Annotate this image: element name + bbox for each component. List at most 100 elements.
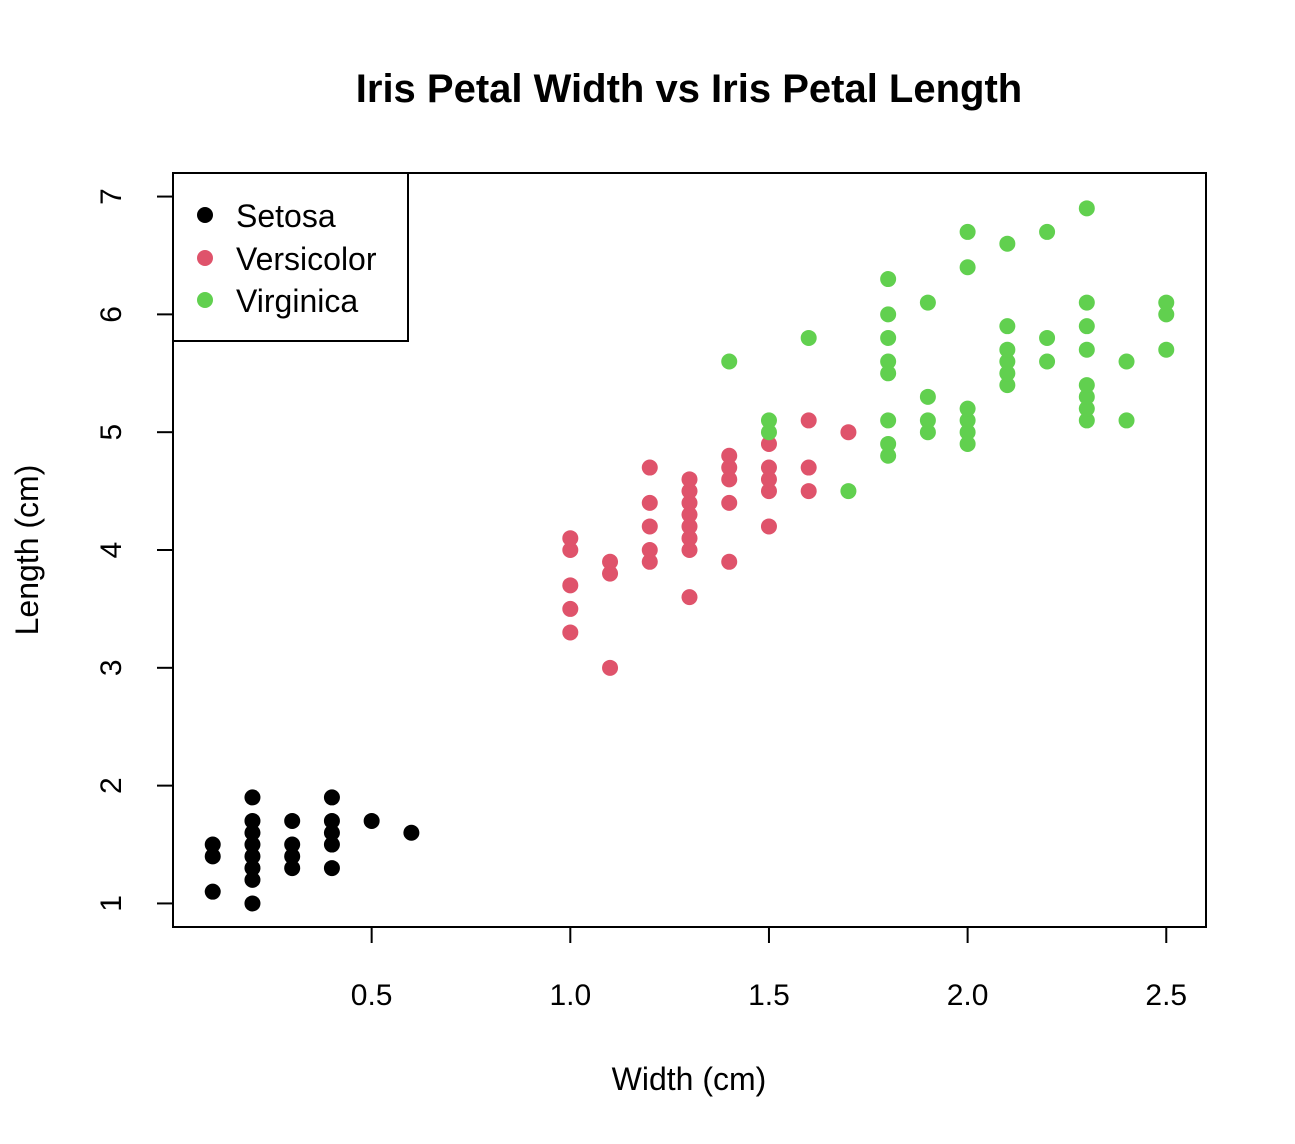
data-point [721,471,738,488]
data-point [1078,377,1095,394]
data-point [244,789,261,806]
data-point [760,483,777,500]
data-point [999,377,1016,394]
x-axis-label: Width (cm) [612,1061,767,1097]
legend-marker-virginica [197,292,213,308]
data-point [1078,200,1095,217]
data-point [840,483,857,500]
data-point [919,294,936,311]
data-point [1078,388,1095,405]
data-point [1078,318,1095,335]
y-tick-label: 2 [95,777,128,794]
data-point [562,624,579,641]
data-point [244,871,261,888]
y-tick-label: 1 [95,895,128,912]
data-point [562,577,579,594]
data-point [721,353,738,370]
data-point [999,341,1016,358]
data-point [602,553,619,570]
data-point [1078,294,1095,311]
data-point [1039,223,1056,240]
data-point [323,836,340,853]
y-tick-label: 6 [95,306,128,323]
data-point [323,812,340,829]
data-point [959,435,976,452]
y-tick-label: 3 [95,659,128,676]
data-point [244,812,261,829]
data-point [1158,294,1175,311]
data-point [760,518,777,535]
data-point [760,459,777,476]
data-point [403,824,420,841]
data-point [721,447,738,464]
data-point [363,812,380,829]
data-point [721,553,738,570]
data-point [840,424,857,441]
data-point [721,459,738,476]
y-axis: 1 2 3 4 5 6 7 [95,188,174,912]
data-point [880,435,897,452]
data-point [999,353,1016,370]
data-point [681,494,698,511]
data-point [244,848,261,865]
data-point [919,412,936,429]
data-point [244,836,261,853]
data-point [681,506,698,523]
chart-title: Iris Petal Width vs Iris Petal Length [356,67,1022,111]
data-point [880,306,897,323]
data-point [204,848,221,865]
data-point [999,235,1016,252]
legend-marker-versicolor [197,250,213,266]
x-tick-label: 1.0 [549,979,591,1012]
data-point [959,223,976,240]
y-tick-label: 5 [95,424,128,441]
data-point [880,365,897,382]
data-points [204,200,1175,912]
data-point [681,518,698,535]
data-point [1158,341,1175,358]
data-point [999,318,1016,335]
legend-label-versicolor: Versicolor [236,241,377,277]
series-versicolor [562,412,857,676]
data-point [562,600,579,617]
data-point [1039,353,1056,370]
x-tick-label: 1.5 [748,979,790,1012]
data-point [959,259,976,276]
data-point [1078,412,1095,429]
legend-marker-setosa [197,207,213,223]
legend-label-setosa: Setosa [236,198,336,234]
data-point [1078,400,1095,417]
data-point [681,589,698,606]
legend-label-virginica: Virginica [236,283,358,319]
data-point [999,365,1016,382]
data-point [323,824,340,841]
data-point [880,353,897,370]
data-point [562,530,579,547]
data-point [959,412,976,429]
x-tick-label: 0.5 [351,979,393,1012]
data-point [641,494,658,511]
data-point [284,836,301,853]
data-point [641,459,658,476]
series-virginica [721,200,1175,500]
data-point [721,494,738,511]
data-point [1078,341,1095,358]
data-point [204,883,221,900]
data-point [760,412,777,429]
data-point [760,424,777,441]
data-point [602,659,619,676]
data-point [244,860,261,877]
data-point [880,447,897,464]
data-point [760,435,777,452]
data-point [284,860,301,877]
data-point [919,424,936,441]
data-point [204,836,221,853]
data-point [959,424,976,441]
data-point [641,542,658,558]
data-point [880,271,897,288]
data-point [800,412,817,429]
data-point [244,895,261,912]
data-point [641,553,658,570]
data-point [800,329,817,346]
